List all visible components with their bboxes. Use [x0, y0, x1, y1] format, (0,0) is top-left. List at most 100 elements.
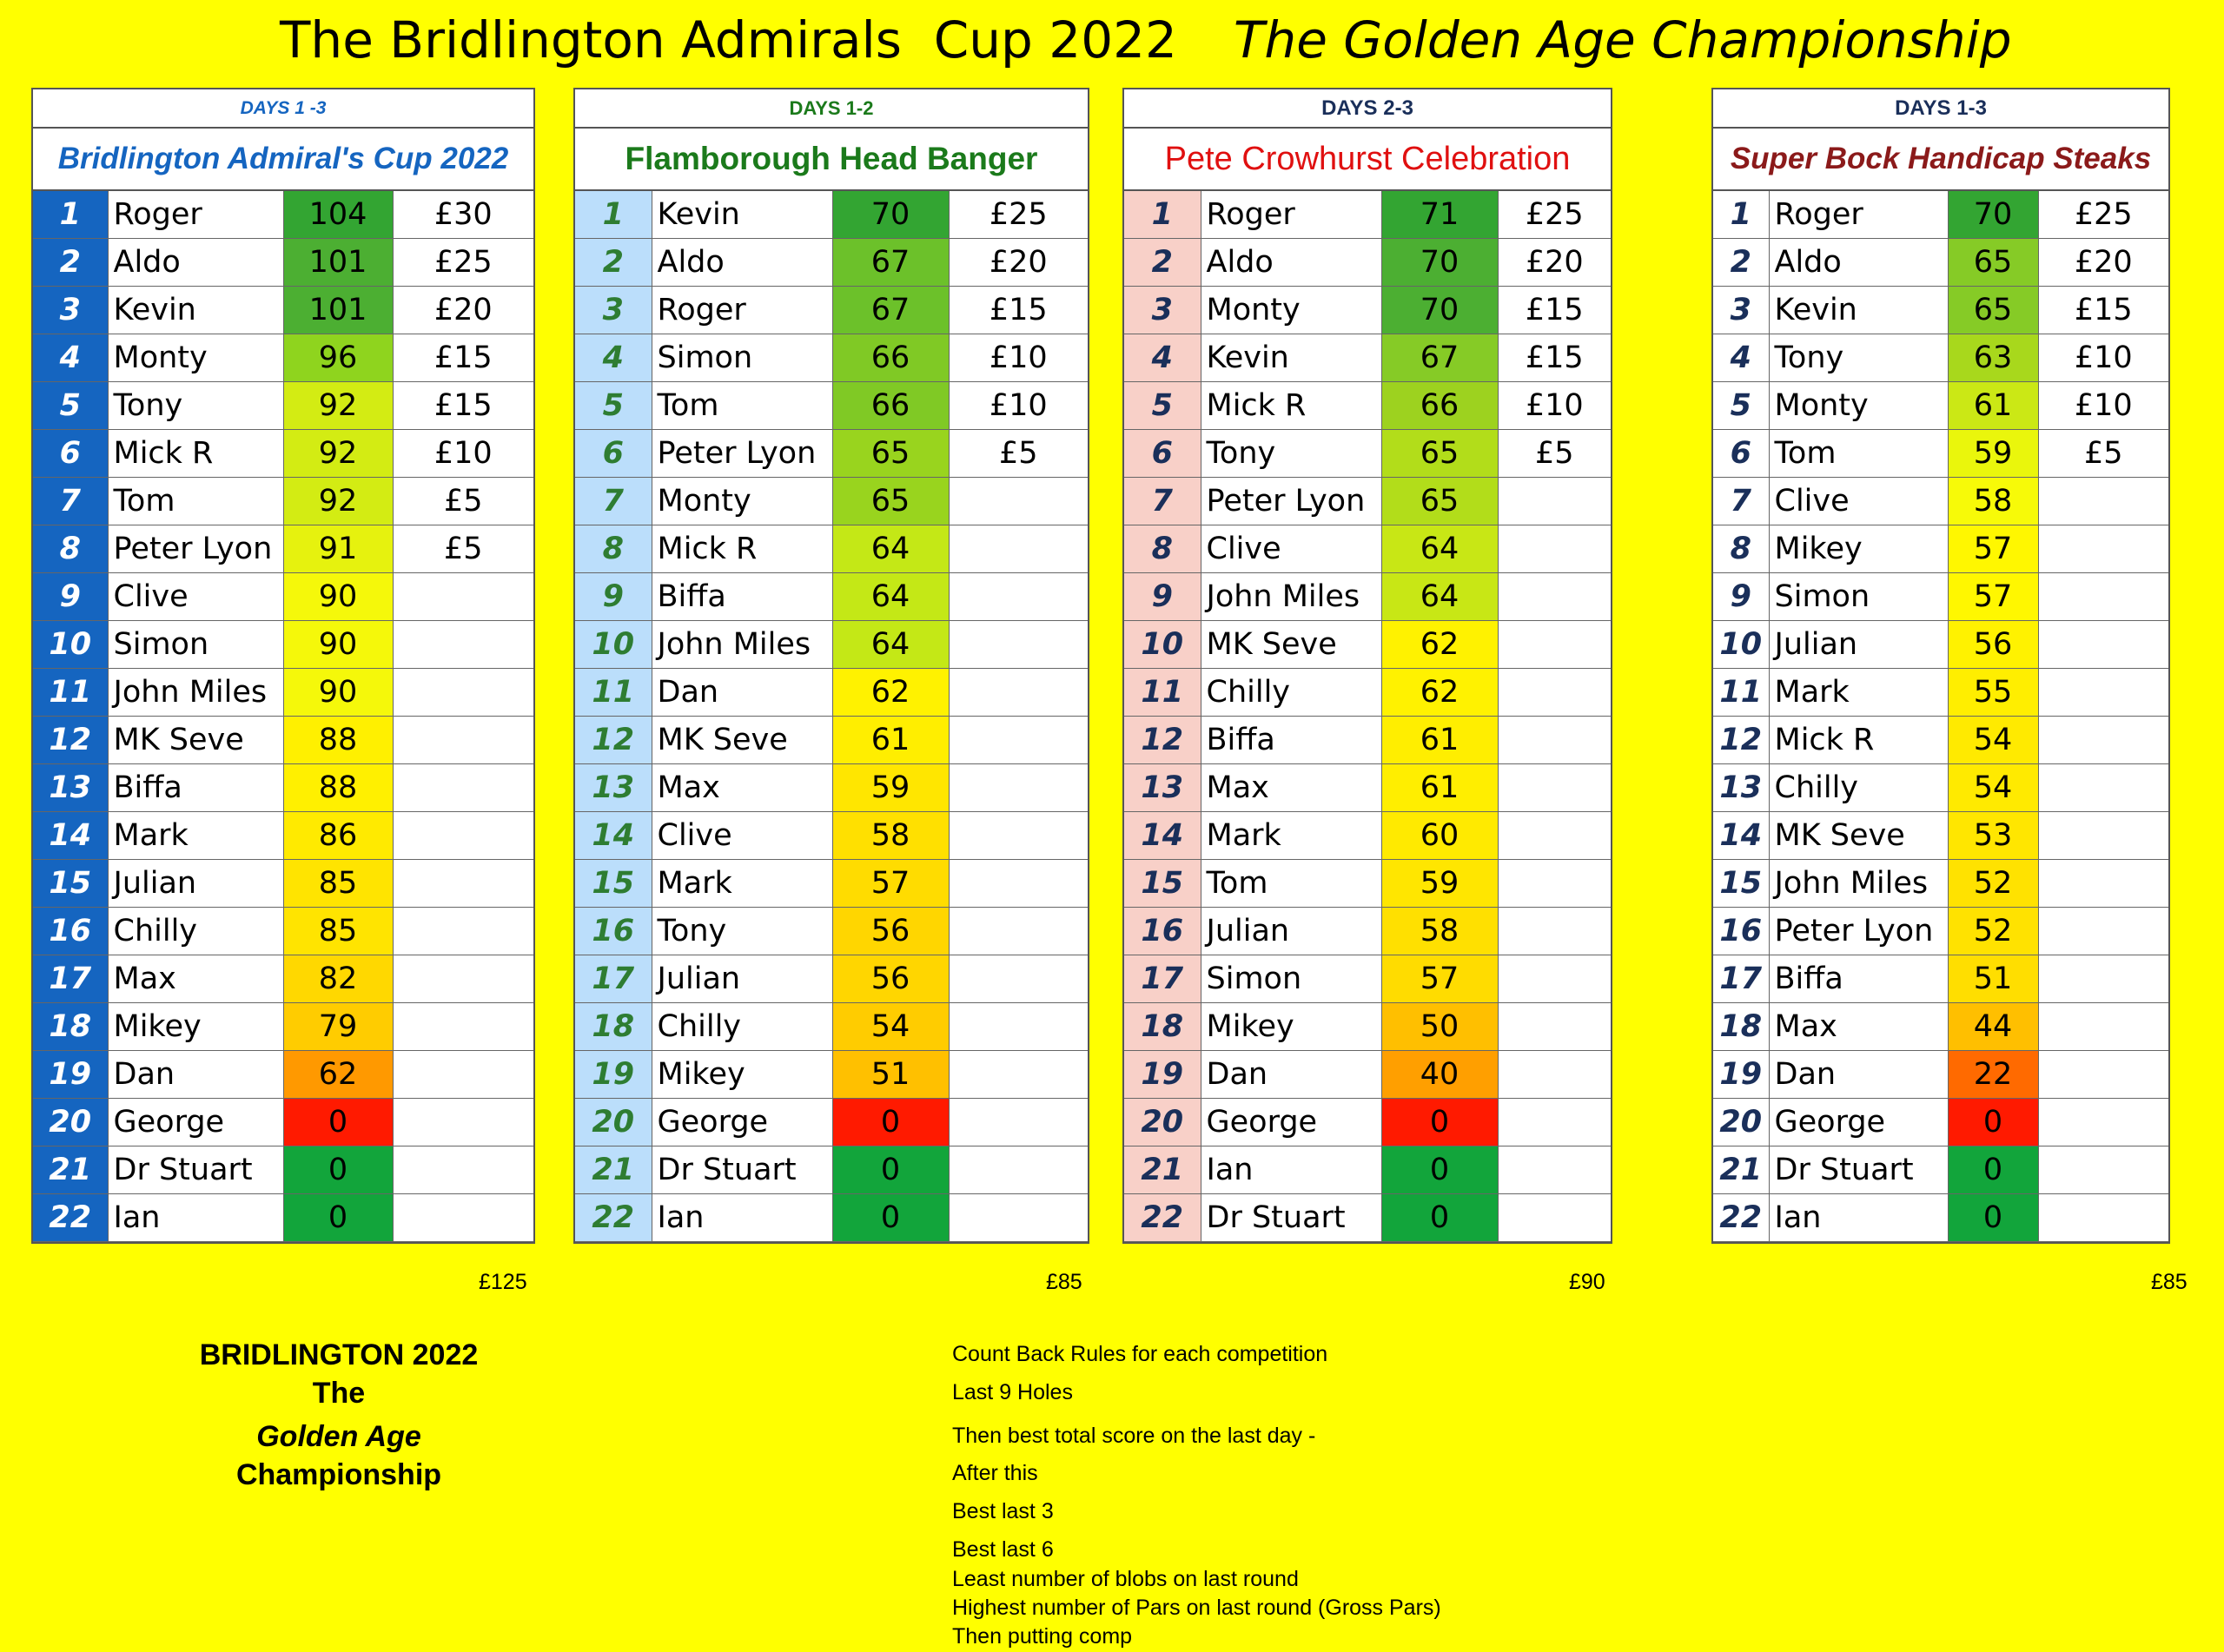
- table-row: 10 Julian 56: [1713, 620, 2168, 669]
- prize-cell: £15: [948, 286, 1088, 334]
- rank-cell: 8: [33, 525, 109, 573]
- player-name: Mark: [1768, 668, 1949, 717]
- table-row: 21 Dr Stuart 0: [575, 1146, 1088, 1194]
- table-row: 3 Kevin 101 £20: [33, 286, 533, 334]
- table-row: 15 John Miles 52: [1713, 859, 2168, 908]
- prize-cell: [392, 907, 533, 955]
- score-cell: 0: [831, 1146, 950, 1194]
- player-name: Mikey: [651, 1050, 833, 1099]
- table-row: 20 George 0: [1124, 1098, 1611, 1146]
- rank-cell: 20: [33, 1098, 109, 1146]
- rank-cell: 22: [1713, 1193, 1770, 1242]
- rank-cell: 13: [33, 763, 109, 812]
- player-name: Mikey: [1200, 1002, 1382, 1051]
- prize-cell: £30: [392, 191, 533, 239]
- score-cell: 57: [1947, 525, 2039, 573]
- prize-cell: £10: [948, 381, 1088, 430]
- score-cell: 61: [1380, 763, 1499, 812]
- rank-cell: 1: [1713, 191, 1770, 239]
- score-cell: 57: [831, 859, 950, 908]
- rank-cell: 5: [1124, 381, 1201, 430]
- score-cell: 0: [282, 1146, 394, 1194]
- player-name: Aldo: [1768, 238, 1949, 287]
- score-cell: 67: [831, 286, 950, 334]
- player-name: Tom: [1768, 429, 1949, 478]
- player-name: Mick R: [651, 525, 833, 573]
- player-name: Tom: [651, 381, 833, 430]
- score-cell: 56: [1947, 620, 2039, 669]
- player-name: Monty: [1768, 381, 1949, 430]
- table-row: 14 Mark 86: [33, 811, 533, 860]
- player-name: Tony: [1200, 429, 1382, 478]
- leaderboard-table: 1 Roger 71 £25 2 Aldo 70 £20 3 Monty 70 £15 4 Kevin 67…: [1124, 191, 1611, 1242]
- prize-cell: £5: [948, 429, 1088, 478]
- player-name: Roger: [651, 286, 833, 334]
- prize-cell: [392, 716, 533, 764]
- rank-cell: 8: [1713, 525, 1770, 573]
- player-name: Tom: [1200, 859, 1382, 908]
- rank-cell: 19: [575, 1050, 652, 1099]
- prize-cell: [1497, 668, 1611, 717]
- prize-cell: [948, 620, 1088, 669]
- prize-cell: £15: [392, 334, 533, 382]
- score-cell: 50: [1380, 1002, 1499, 1051]
- rank-cell: 7: [575, 477, 652, 525]
- table-row: 1 Roger 71 £25: [1124, 191, 1611, 239]
- rank-cell: 10: [1124, 620, 1201, 669]
- table-row: 11 Mark 55: [1713, 668, 2168, 717]
- player-name: MK Seve: [107, 716, 284, 764]
- table-row: 14 Mark 60: [1124, 811, 1611, 860]
- footer-golden-age: Golden Age: [256, 1420, 421, 1453]
- rank-cell: 18: [575, 1002, 652, 1051]
- table-row: 1 Kevin 70 £25: [575, 191, 1088, 239]
- score-cell: 0: [1947, 1146, 2039, 1194]
- prize-cell: [392, 1146, 533, 1194]
- table-row: 15 Mark 57: [575, 859, 1088, 908]
- prize-cell: [392, 1098, 533, 1146]
- prize-cell: [2037, 955, 2168, 1003]
- table-row: 8 Clive 64: [1124, 525, 1611, 573]
- player-name: Peter Lyon: [107, 525, 284, 573]
- prize-cell: [392, 859, 533, 908]
- rule-line: Best last 6: [952, 1537, 1054, 1562]
- rank-cell: 18: [1124, 1002, 1201, 1051]
- rank-cell: 12: [575, 716, 652, 764]
- rank-cell: 19: [1124, 1050, 1201, 1099]
- rank-cell: 2: [575, 238, 652, 287]
- table-row: 22 Ian 0: [1713, 1193, 2168, 1242]
- rank-cell: 9: [33, 572, 109, 621]
- rank-cell: 4: [33, 334, 109, 382]
- table-row: 3 Roger 67 £15: [575, 286, 1088, 334]
- table-row: 19 Dan 22: [1713, 1050, 2168, 1099]
- rule-line: Last 9 Holes: [952, 1380, 1073, 1404]
- rank-cell: 4: [1124, 334, 1201, 382]
- score-cell: 58: [1947, 477, 2039, 525]
- table-row: 18 Chilly 54: [575, 1002, 1088, 1051]
- prize-cell: [2037, 716, 2168, 764]
- table-row: 5 Mick R 66 £10: [1124, 381, 1611, 430]
- table-row: 13 Chilly 54: [1713, 763, 2168, 812]
- score-cell: 64: [831, 620, 950, 669]
- prize-cell: £10: [1497, 381, 1611, 430]
- prize-total: £90: [1569, 1270, 1605, 1294]
- table-row: 17 Biffa 51: [1713, 955, 2168, 1003]
- table-row: 21 Ian 0: [1124, 1146, 1611, 1194]
- player-name: George: [107, 1098, 284, 1146]
- rank-cell: 7: [1124, 477, 1201, 525]
- prize-cell: [1497, 1193, 1611, 1242]
- player-name: Monty: [651, 477, 833, 525]
- player-name: Dan: [107, 1050, 284, 1099]
- score-cell: 59: [1380, 859, 1499, 908]
- table-row: 12 MK Seve 88: [33, 716, 533, 764]
- player-name: MK Seve: [1768, 811, 1949, 860]
- rank-cell: 15: [1713, 859, 1770, 908]
- score-cell: 57: [1380, 955, 1499, 1003]
- score-cell: 54: [1947, 716, 2039, 764]
- rank-cell: 9: [1124, 572, 1201, 621]
- table-row: 17 Max 82: [33, 955, 533, 1003]
- score-cell: 66: [1380, 381, 1499, 430]
- player-name: Ian: [1200, 1146, 1382, 1194]
- table-row: 7 Monty 65: [575, 477, 1088, 525]
- score-cell: 52: [1947, 859, 2039, 908]
- rank-cell: 17: [33, 955, 109, 1003]
